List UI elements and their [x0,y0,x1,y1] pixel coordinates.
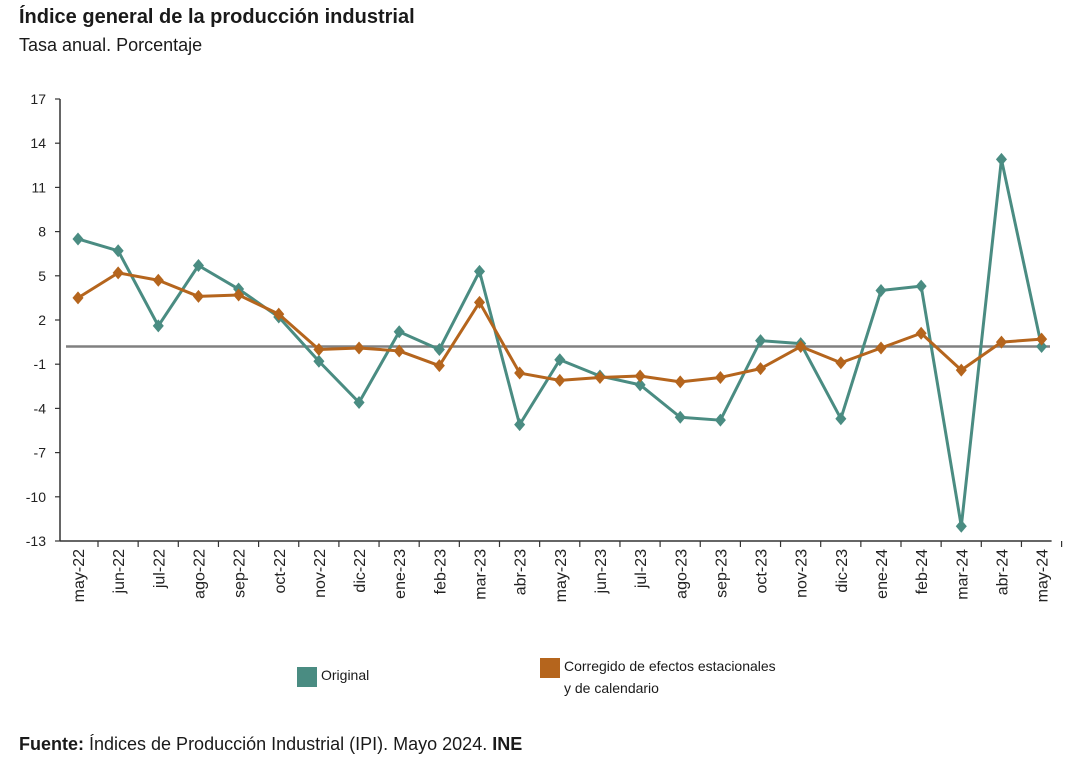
original-data-point [393,325,405,339]
x-tick-label: jun-22 [111,549,128,595]
x-tick-label: nov-23 [794,549,811,598]
x-tick-label: ene-23 [392,549,409,599]
x-tick-label: feb-23 [432,549,449,594]
original-data-point [313,354,325,368]
corrected-data-point [795,340,807,354]
corrected-data-point [875,341,887,355]
original-data-point [875,284,887,298]
chart-title: Índice general de la producción industri… [19,6,415,28]
x-tick-label: may-24 [1035,549,1052,602]
original-data-point [473,264,486,278]
x-tick-label: ene-24 [874,549,891,599]
corrected-data-point [835,356,847,370]
corrected-data-point [594,370,606,384]
original-data-point [72,232,84,246]
x-tick-label: oct-23 [754,549,771,594]
x-tick-label: abr-24 [994,549,1011,595]
corrected-data-point [1036,332,1048,346]
y-tick-label: 11 [31,179,46,195]
corrected-data-point [995,335,1007,349]
source-prefix: Fuente: [19,734,84,754]
x-tick-label: may-22 [71,549,88,602]
corrected-data-point [915,326,927,340]
legend-corrected: Corregido de efectos estacionales y de c… [540,655,784,699]
original-data-point [112,244,124,258]
corrected-data-point [152,273,164,287]
corrected-data-point [72,291,84,305]
x-tick-label: mar-23 [473,549,490,600]
y-tick-label: -7 [34,445,47,461]
corrected-data-point [353,341,365,355]
x-tick-label: sep-23 [713,549,730,598]
x-tick-label: sep-22 [232,549,249,598]
original-data-point [192,258,204,272]
original-data-point [1036,340,1048,354]
source-note: Fuente: Índices de Producción Industrial… [19,734,522,755]
y-tick-label: -13 [26,533,46,549]
y-tick-label: -1 [34,356,47,372]
corrected-data-point [955,363,967,377]
corrected-data-point [192,289,204,303]
x-tick-label: dic-23 [834,549,851,593]
legend-original-swatch [297,667,317,687]
legend-corrected-label: Corregido de efectos estacionales y de c… [564,658,776,696]
x-tick-label: dic-22 [352,549,369,593]
y-tick-label: 14 [30,135,46,151]
y-tick-label: -10 [26,489,46,505]
corrected-data-point [393,344,405,358]
corrected-data-point [514,366,526,380]
chart-subtitle: Tasa anual. Porcentaje [19,35,203,55]
y-tick-label: 5 [38,268,46,284]
x-tick-label: abr-23 [513,549,530,595]
x-tick-label: mar-24 [954,549,971,600]
original-data-point [995,152,1007,166]
source-text: Índices de Producción Industrial (IPI). … [84,734,488,754]
original-data-point [514,418,526,432]
corrected-data-point [112,266,124,280]
legend-original: Original [297,664,369,687]
y-tick-label: 8 [38,224,46,240]
corrected-data-point [674,375,686,389]
line-chart: 17 14 11 8 5 2 -1 -4 -7 -10 -13 may-22 jun-22 jul-22 a… [26,91,1063,602]
x-tick-label: oct-22 [272,549,289,594]
x-tick-label: feb-24 [914,549,931,594]
corrected-data-point [554,373,566,387]
corrected-data-point [433,359,445,373]
x-tick-label: jun-23 [593,549,610,595]
legend-corrected-swatch [540,658,560,678]
x-tick-label: ago-23 [673,549,690,599]
original-data-point [674,410,686,424]
source-org: INE [487,734,523,754]
original-data-point [955,519,967,533]
y-tick-label: 17 [30,91,46,107]
corrected-data-point [273,307,285,321]
original-data-point [634,378,646,392]
y-tick-label: 2 [38,312,46,328]
original-data-point [755,334,767,348]
corrected-data-point [233,288,245,302]
original-data-point [152,319,164,333]
y-tick-label: -4 [34,400,47,416]
original-data-point [915,279,927,293]
x-tick-label: jul-22 [151,549,168,589]
corrected-data-point [714,370,726,384]
corrected-data-point [755,362,767,376]
x-tick-label: jul-23 [633,549,650,589]
corrected-data-point [473,295,486,309]
original-data-point [835,412,847,426]
corrected-data-point [313,342,325,356]
legend-original-label: Original [321,667,370,683]
x-tick-label: nov-22 [312,549,329,598]
x-tick-label: may-23 [553,549,570,602]
original-data-point [714,413,726,427]
original-data-point [554,353,566,367]
original-data-point [433,342,445,356]
original-data-point [353,396,365,410]
x-tick-label: ago-22 [191,549,208,599]
corrected-data-point [634,369,646,383]
